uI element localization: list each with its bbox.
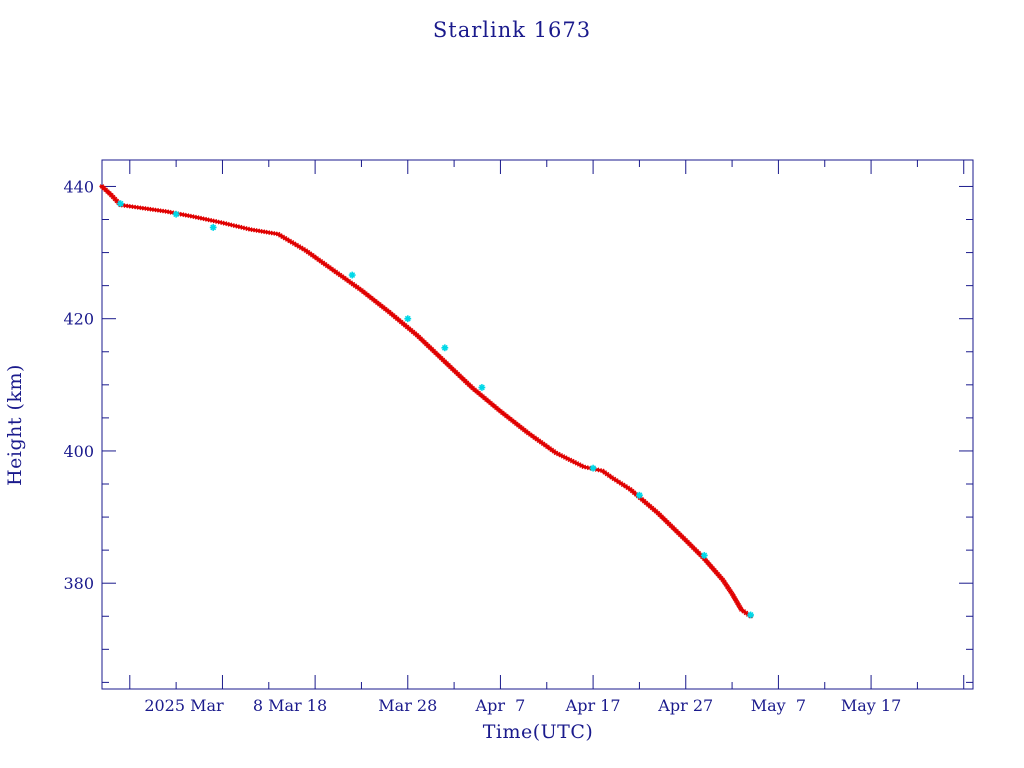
x-tick-label: 2025 Mar [144,696,224,715]
data-point-marker [341,275,347,281]
x-axis-label: Time(UTC) [483,721,594,743]
data-point-marker [529,433,536,439]
data-point-marker [723,582,729,587]
highlight-point-marker [636,491,643,499]
series-line [101,186,751,617]
highlight-point-marker [589,464,597,472]
x-tick-label: May 7 [751,696,806,715]
y-tick-labels: 380 400 420 440 [63,177,94,593]
y-axis-label: Height (km) [4,364,26,486]
series-layer [99,184,755,619]
y-tick-label: 440 [63,177,94,196]
data-point-marker [339,274,345,279]
data-point-marker [525,430,531,436]
marker-group [99,184,754,619]
data-point-marker [696,550,702,556]
y-tick-label: 380 [63,574,94,593]
data-point-marker [686,541,693,547]
data-point-marker [738,607,744,612]
data-point-marker [112,196,118,202]
data-point-marker [538,439,544,445]
highlight-point-marker [441,344,449,352]
y-tick-label: 400 [63,442,94,461]
data-point-marker [542,443,548,448]
highlight-group [117,200,755,619]
highlight-point-marker [117,200,124,208]
highlight-point-marker [700,552,708,559]
x-tick-labels: 2025 Mar 8 Mar 18 Mar 28 Apr 7 Apr 17 Apr 27 M… [144,696,901,715]
highlight-point-marker [209,224,217,231]
highlight-point-marker [348,271,356,279]
x-tick-label: Apr 27 [657,696,713,715]
chart-title: Starlink 1673 [433,18,591,42]
y-tick-label: 420 [63,310,94,329]
data-point-marker [311,254,318,259]
x-tick-label: Apr 7 [475,696,526,715]
highlight-point-marker [747,611,755,619]
plot-frame [101,159,974,690]
highlight-point-marker [172,210,180,218]
tick-marks [102,160,973,689]
x-tick-label: Apr 17 [565,696,621,715]
x-tick-label: 8 Mar 18 [253,696,327,715]
highlight-point-marker [478,384,486,391]
x-tick-label: Mar 28 [378,696,437,715]
x-tick-label: May 17 [841,696,901,715]
highlight-point-marker [404,315,412,323]
